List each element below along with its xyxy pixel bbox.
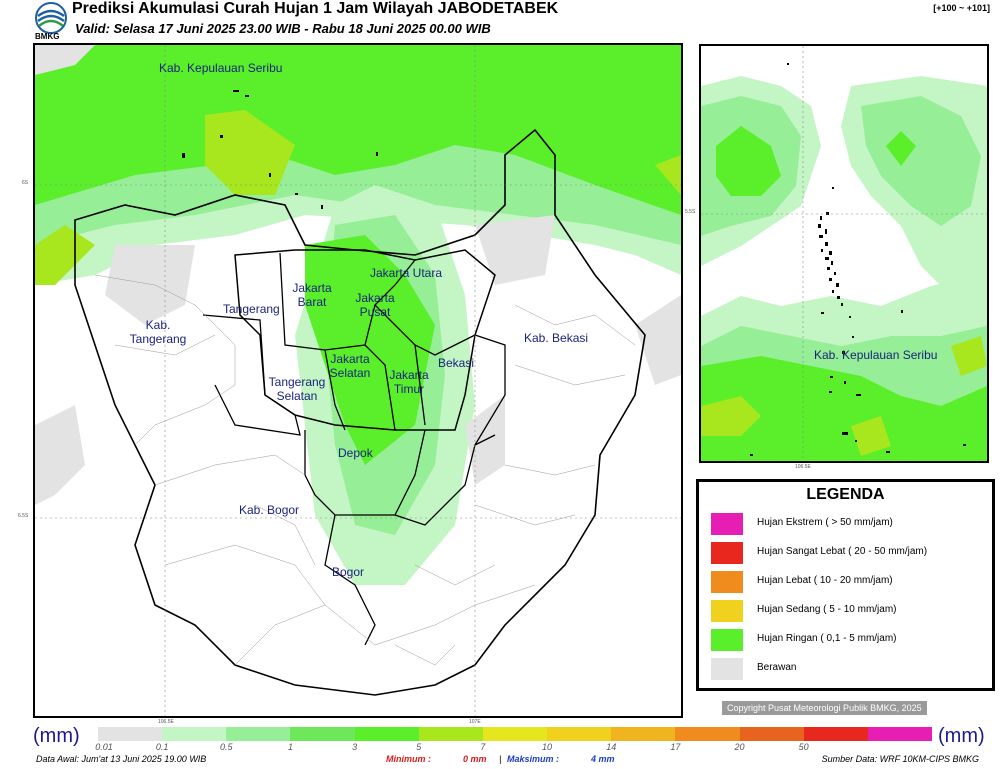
- copyright: Copyright Pusat Meteorologi Publik BMKG,…: [722, 701, 927, 715]
- legend-item-lebat: Hujan Lebat ( 10 - 20 mm/jam): [711, 571, 991, 593]
- label-kab-bogor: Kab. Bogor: [239, 503, 300, 517]
- scale-segment: [611, 727, 676, 741]
- label-jakarta-timur: Jakarta Timur: [389, 368, 429, 396]
- inset-map-canvas: [701, 46, 987, 461]
- minimum-value: 0 mm: [463, 754, 487, 764]
- scale-tick-label: 5: [416, 742, 422, 752]
- label-kab-kepulauan-seribu: Kab. Kepulauan Seribu: [159, 61, 283, 75]
- scale-unit-left: (mm): [33, 725, 80, 747]
- inset-lat-tick: 5.5S: [685, 209, 696, 215]
- lon-tick-107e: 107E: [469, 719, 481, 725]
- scale-segment: [547, 727, 612, 741]
- legend-label: Hujan Ekstrem ( > 50 mm/jam): [757, 517, 893, 528]
- scale-segment: [226, 727, 291, 741]
- label-tangerang-selatan: Tangerang Selatan: [268, 375, 326, 403]
- label-jakarta-selatan: Jakarta Selatan: [329, 352, 371, 380]
- main-map-canvas: [35, 45, 681, 716]
- legend-swatch: [711, 600, 743, 622]
- label-jakarta-pusat: Jakarta Pusat: [355, 291, 395, 319]
- inset-label-kab-kepulauan-seribu: Kab. Kepulauan Seribu: [814, 348, 938, 362]
- legend: LEGENDA Hujan Ekstrem ( > 50 mm/jam) Huj…: [696, 479, 995, 691]
- logo-text: BMKG: [35, 32, 60, 41]
- scale-tick-label: 7: [480, 742, 486, 752]
- legend-label: Hujan Ringan ( 0,1 - 5 mm/jam): [757, 633, 897, 644]
- lat-tick-6s: 6S: [22, 180, 29, 186]
- label-bogor: Bogor: [332, 565, 365, 579]
- data-awal: Data Awal: Jum'at 13 Juni 2025 19.00 WIB: [36, 754, 207, 764]
- maksimum-label: Maksimum :: [507, 754, 560, 764]
- label-bekasi: Bekasi: [438, 356, 475, 370]
- scale-tick-label: 14: [606, 742, 617, 752]
- scale-tick-label: 17: [670, 742, 681, 752]
- legend-label: Berawan: [757, 662, 797, 673]
- scale-tick-label: 3: [352, 742, 358, 752]
- scale-tick-label: 0.5: [220, 742, 233, 752]
- legend-item-berawan: Berawan: [711, 658, 991, 680]
- scale-segment: [354, 727, 420, 741]
- legend-item-ringan: Hujan Ringan ( 0,1 - 5 mm/jam): [711, 629, 991, 651]
- lat-tick-6-5s: 6.5S: [18, 513, 29, 519]
- label-jakarta-utara: Jakarta Utara: [370, 266, 443, 280]
- scale-segment: [290, 727, 356, 741]
- scale-tick-label: 0.01: [95, 742, 113, 752]
- scale-segment: [739, 727, 805, 741]
- legend-item-sangat-lebat: Hujan Sangat Lebat ( 20 - 50 mm/jam): [711, 542, 991, 564]
- scale-segment: [98, 727, 163, 741]
- scale-segment: [162, 727, 227, 741]
- scale-segment: [803, 727, 869, 741]
- label-tangerang: Tangerang: [223, 302, 280, 316]
- scale-segment: [418, 727, 484, 741]
- inset-lon-tick: 106.5E: [795, 464, 811, 470]
- legend-item-ekstrem: Hujan Ekstrem ( > 50 mm/jam): [711, 513, 991, 535]
- legend-swatch: [711, 542, 743, 564]
- scale-unit-right: (mm): [938, 725, 985, 747]
- scale-tick-label: 10: [542, 742, 553, 752]
- legend-item-sedang: Hujan Sedang ( 5 - 10 mm/jam): [711, 600, 991, 622]
- main-map: Kab. Kepulauan Seribu Jakarta Utara Jaka…: [33, 43, 683, 718]
- scale-segment: [482, 727, 548, 741]
- label-kab-tangerang: Kab. Tangerang: [129, 318, 187, 346]
- page-title: Prediksi Akumulasi Curah Hujan 1 Jam Wil…: [72, 0, 559, 17]
- footer-separator: |: [499, 754, 502, 764]
- legend-label: Hujan Lebat ( 10 - 20 mm/jam): [757, 575, 893, 586]
- scale-tick-label: 0.1: [155, 742, 169, 752]
- label-kab-bekasi: Kab. Bekasi: [524, 331, 589, 345]
- inset-map: Kab. Kepulauan Seribu: [699, 44, 989, 463]
- valid-period: Valid: Selasa 17 Juni 2025 23.00 WIB - R…: [75, 21, 491, 36]
- maksimum-value: 4 mm: [591, 754, 615, 764]
- legend-label: Hujan Sangat Lebat ( 20 - 50 mm/jam): [757, 546, 928, 557]
- legend-swatch: [711, 629, 743, 651]
- legend-swatch: [711, 571, 743, 593]
- legend-swatch: [711, 513, 743, 535]
- legend-label: Hujan Sedang ( 5 - 10 mm/jam): [757, 604, 897, 615]
- label-depok: Depok: [338, 446, 373, 460]
- scale-tick-label: 1: [287, 742, 293, 752]
- scale-tick-label: 20: [734, 742, 745, 752]
- bmkg-logo: [35, 2, 67, 34]
- forecast-range: [+100 ~ +101]: [933, 3, 990, 13]
- data-source: Sumber Data: WRF 10KM-CIPS BMKG: [821, 754, 979, 764]
- lon-tick-106-5e: 106.5E: [158, 719, 174, 725]
- label-jakarta-barat: Jakarta Barat: [292, 281, 332, 309]
- minimum-label: Minimum :: [386, 754, 431, 764]
- scale-tick-label: 50: [798, 742, 809, 752]
- legend-swatch: [711, 658, 743, 680]
- legend-title: LEGENDA: [806, 486, 885, 503]
- scale-segment: [675, 727, 741, 741]
- scale-segment: [867, 727, 933, 741]
